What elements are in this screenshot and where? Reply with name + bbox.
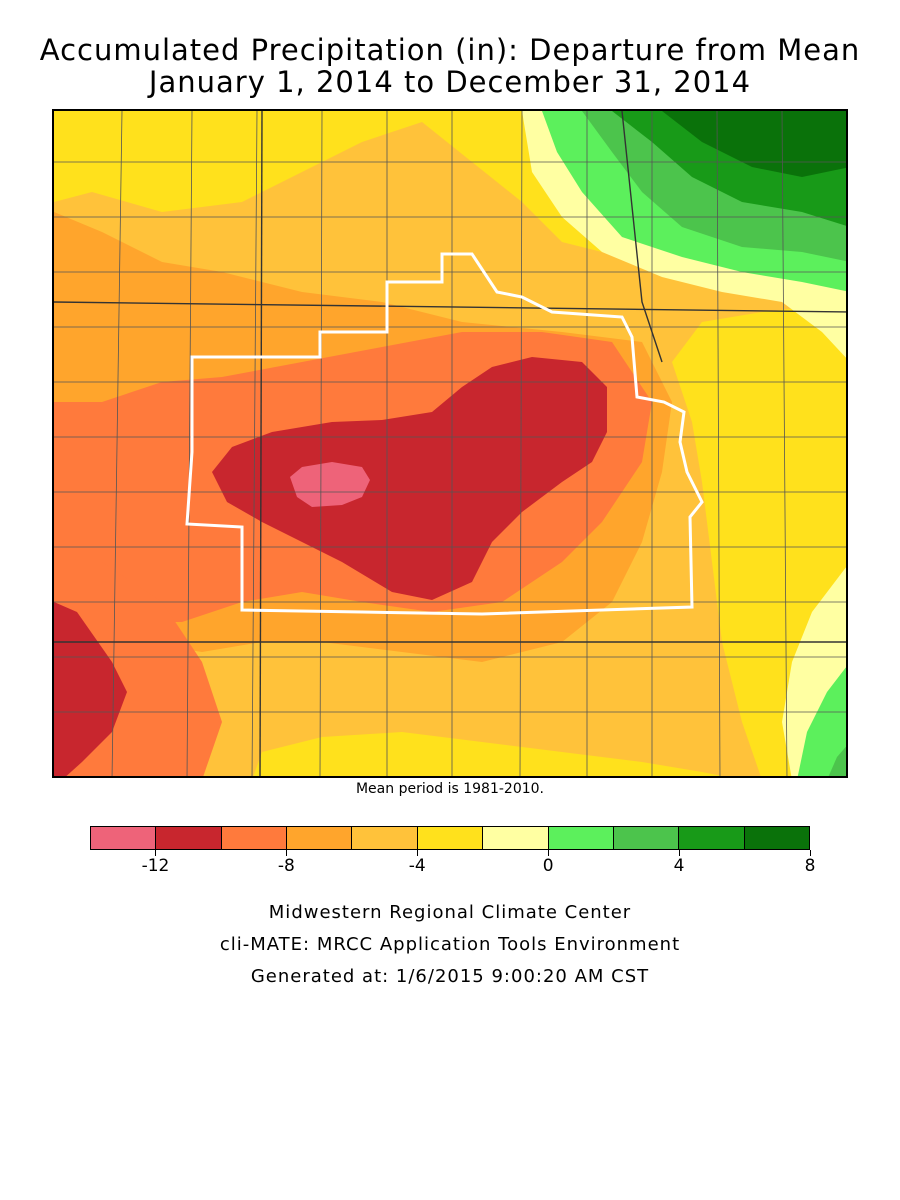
legend-tick-label: 4 <box>673 856 685 876</box>
county-lines <box>54 111 846 776</box>
legend-bin <box>679 827 745 849</box>
map-title: Accumulated Precipitation (in): Departur… <box>39 33 861 67</box>
legend-tick-label: 0 <box>542 856 554 876</box>
legend-tick <box>810 850 811 856</box>
legend-bin <box>548 827 614 849</box>
legend-bin <box>287 827 353 849</box>
state-boundaries <box>54 111 846 776</box>
map-date-range: January 1, 2014 to December 31, 2014 <box>148 65 752 99</box>
legend-bin <box>483 827 549 849</box>
contour-dark-red <box>212 357 607 600</box>
legend-tick <box>417 850 419 856</box>
legend-tick-label: 8 <box>804 856 816 876</box>
highlight-boundary <box>185 252 704 616</box>
legend-bin <box>417 827 484 849</box>
contour-green-southeast <box>797 667 846 776</box>
contour-dark-green <box>662 111 846 177</box>
mean-period-note: Mean period is 1981-2010. <box>355 781 545 797</box>
legend-tick <box>286 850 288 856</box>
legend-bin <box>744 827 809 849</box>
legend-bin <box>156 827 222 849</box>
credit-org: Midwestern Regional Climate Center <box>268 902 632 923</box>
legend-tick <box>548 850 550 856</box>
legend-bin <box>91 827 157 849</box>
legend-tick-label: -4 <box>408 856 426 876</box>
contour-pink <box>290 462 370 507</box>
legend-bin <box>613 827 680 849</box>
contour-yellow-south <box>253 732 722 776</box>
legend-tick-label: -12 <box>141 856 170 876</box>
legend-tick <box>679 850 681 856</box>
legend-bin <box>352 827 418 849</box>
color-scale-legend <box>90 826 810 850</box>
contour-midgreen-southeast <box>828 746 846 776</box>
legend-tick <box>155 850 157 856</box>
credit-timestamp: Generated at: 1/6/2015 9:00:20 AM CST <box>250 966 650 987</box>
legend-bin <box>221 827 288 849</box>
contour-dark-red-southwest <box>54 602 127 776</box>
legend-tick-label: -8 <box>277 856 295 876</box>
precipitation-map <box>52 109 848 778</box>
credit-tool: cli-MATE: MRCC Application Tools Environ… <box>219 934 681 955</box>
